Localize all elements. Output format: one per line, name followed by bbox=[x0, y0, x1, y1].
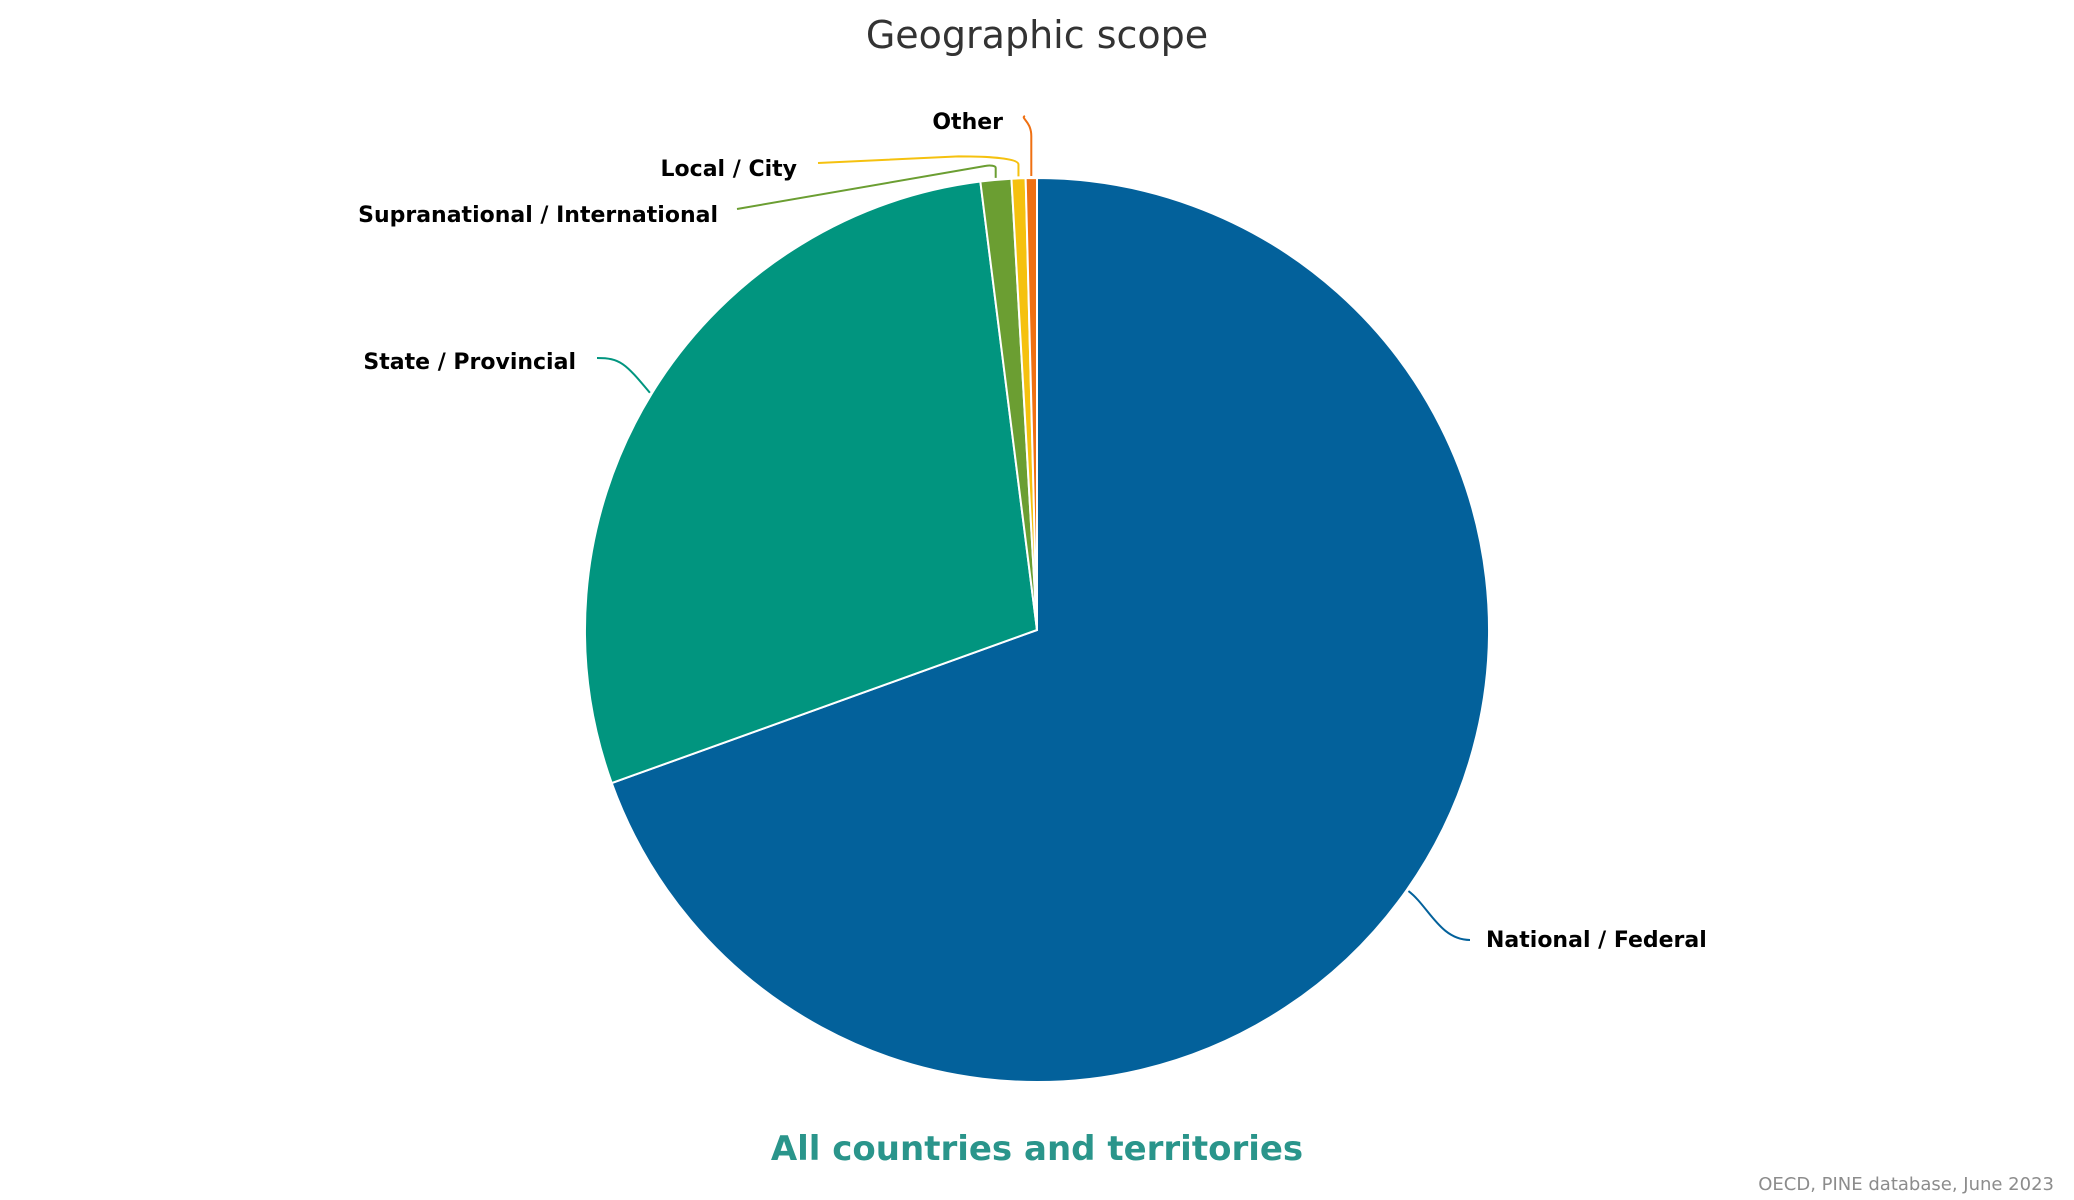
leader-line bbox=[1407, 890, 1471, 941]
source-note: OECD, PINE database, June 2023 bbox=[1758, 1174, 2054, 1195]
leader-line bbox=[817, 155, 1020, 177]
pie-slice-other bbox=[1024, 176, 1038, 631]
pie-slice-national-federal bbox=[610, 176, 1490, 1083]
pie-slice-state-provincial bbox=[584, 180, 1039, 785]
slice-label: Supranational / International bbox=[358, 203, 718, 228]
pie-slices bbox=[584, 176, 1490, 1083]
slice-label: State / Provincial bbox=[363, 350, 576, 375]
slice-label: Local / City bbox=[661, 157, 797, 182]
slice-labels: National / Federal State / Provincial Supr… bbox=[358, 110, 1707, 953]
leader-lines bbox=[596, 115, 1471, 941]
chart-subtitle: All countries and territories bbox=[771, 1129, 1303, 1169]
leader-line bbox=[596, 357, 651, 394]
slice-label: Other bbox=[932, 110, 1003, 135]
leader-line bbox=[736, 164, 997, 210]
leader-line bbox=[1022, 115, 1033, 177]
slice-label: National / Federal bbox=[1486, 928, 1707, 953]
chart-title: Geographic scope bbox=[866, 13, 1208, 57]
